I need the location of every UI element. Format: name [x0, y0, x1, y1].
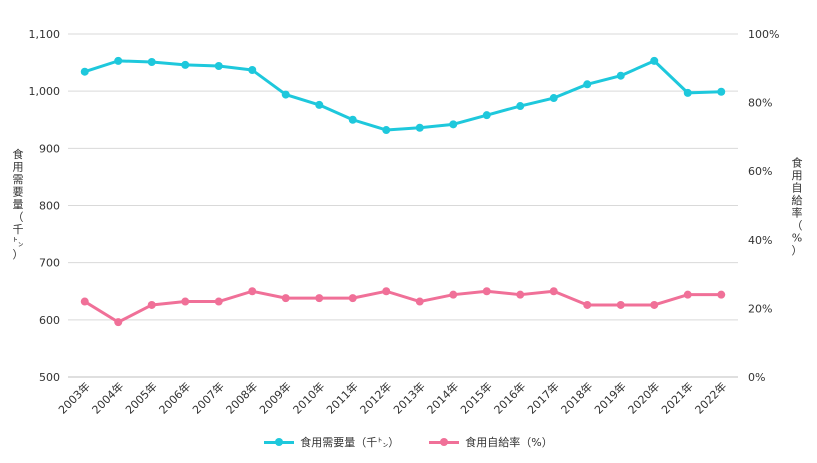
x-tick-label: 2018年 [558, 379, 595, 416]
series-layer [80, 56, 726, 327]
data-point[interactable] [516, 290, 525, 299]
x-tick-label: 2009年 [256, 379, 293, 416]
legend-label-demand: 食用需要量（千㌧） [300, 436, 400, 449]
data-point[interactable] [449, 120, 458, 129]
x-tick-label: 2017年 [524, 379, 561, 416]
x-tick-label: 2007年 [189, 379, 226, 416]
data-point[interactable] [315, 294, 324, 303]
y-right-axis-title: 食用自給率（%） [792, 155, 803, 257]
y-left-axis-title: 食用需要量（千㌧） [13, 147, 24, 261]
data-point[interactable] [616, 300, 625, 309]
y-right-tick-label: 100% [748, 28, 779, 41]
x-tick-label: 2004年 [89, 379, 126, 416]
x-tick-label: 2022年 [692, 379, 729, 416]
data-point[interactable] [248, 287, 257, 296]
x-tick-label: 2021年 [658, 379, 695, 416]
data-point[interactable] [114, 56, 123, 65]
data-point[interactable] [80, 67, 89, 76]
x-tick-label: 2003年 [55, 379, 92, 416]
data-point[interactable] [482, 111, 491, 120]
y-left-tick-label: 700 [39, 257, 60, 270]
data-point[interactable] [549, 94, 558, 103]
y-left-tick-label: 600 [39, 314, 60, 327]
data-point[interactable] [449, 290, 458, 299]
x-tick-label: 2014年 [424, 379, 461, 416]
data-point[interactable] [181, 297, 190, 306]
legend-item-self-sufficiency[interactable]: 食用自給率（%） [429, 434, 553, 450]
data-point[interactable] [549, 287, 558, 296]
data-point[interactable] [382, 287, 391, 296]
data-point[interactable] [616, 71, 625, 80]
data-point[interactable] [717, 290, 726, 299]
data-point[interactable] [114, 318, 123, 327]
legend-swatch-self-sufficiency [429, 437, 460, 447]
data-point[interactable] [348, 294, 357, 303]
y-left-tick-label: 500 [39, 371, 60, 384]
x-axis-ticks: 2003年2004年2005年2006年2007年2008年2009年2010年… [55, 379, 729, 416]
x-tick-label: 2012年 [357, 379, 394, 416]
y-left-tick-label: 900 [39, 142, 60, 155]
data-point[interactable] [516, 102, 525, 111]
data-point[interactable] [382, 126, 391, 135]
data-point[interactable] [147, 58, 156, 67]
y-left-tick-label: 1,000 [29, 85, 61, 98]
data-point[interactable] [583, 80, 592, 89]
data-point[interactable] [181, 60, 190, 69]
data-point[interactable] [214, 297, 223, 306]
x-tick-label: 2006年 [156, 379, 193, 416]
x-tick-label: 2008年 [223, 379, 260, 416]
x-tick-label: 2015年 [457, 379, 494, 416]
series-line [84, 59, 722, 132]
y-right-tick-label: 40% [748, 234, 772, 247]
axis-titles: 食用需要量（千㌧） 食用自給率（%） [13, 147, 803, 261]
data-point[interactable] [348, 115, 357, 124]
data-point[interactable] [683, 88, 692, 97]
y-right-tick-label: 60% [748, 165, 772, 178]
y-left-tick-label: 1,100 [29, 28, 61, 41]
x-tick-label: 2005年 [122, 379, 159, 416]
legend-swatch-demand [264, 437, 295, 447]
gridlines [68, 33, 738, 378]
data-point[interactable] [482, 287, 491, 296]
data-point[interactable] [583, 300, 592, 309]
data-point[interactable] [147, 300, 156, 309]
data-point[interactable] [683, 290, 692, 299]
series-demand [80, 56, 726, 135]
data-point[interactable] [315, 100, 324, 109]
data-point[interactable] [281, 90, 290, 99]
y-left-tick-label: 800 [39, 200, 60, 213]
y-right-tick-label: 80% [748, 97, 772, 110]
x-tick-label: 2010年 [290, 379, 327, 416]
x-tick-label: 2019年 [591, 379, 628, 416]
right-axis-ticks: 0% 20% 40% 60% 80% 100% [748, 28, 779, 384]
data-point[interactable] [415, 297, 424, 306]
data-point[interactable] [650, 300, 659, 309]
data-point[interactable] [214, 62, 223, 71]
data-point[interactable] [717, 87, 726, 96]
data-point[interactable] [281, 294, 290, 303]
series-line [83, 289, 722, 324]
series-self-sufficiency [80, 287, 726, 327]
data-point[interactable] [80, 297, 89, 306]
x-tick-label: 2013年 [390, 379, 427, 416]
y-right-tick-label: 20% [748, 302, 772, 315]
x-tick-label: 2020年 [625, 379, 662, 416]
legend-label-self-sufficiency: 食用自給率（%） [465, 436, 553, 449]
x-tick-label: 2016年 [491, 379, 528, 416]
legend-item-demand[interactable]: 食用需要量（千㌧） [264, 434, 399, 450]
y-right-tick-label: 0% [748, 371, 765, 384]
data-point[interactable] [415, 123, 424, 132]
legend: 食用需要量（千㌧） 食用自給率（%） [0, 431, 817, 453]
data-point[interactable] [248, 66, 257, 75]
data-point[interactable] [650, 56, 659, 65]
x-tick-label: 2011年 [323, 379, 360, 416]
left-axis-ticks: 500 600 700 800 900 1,000 1,100 [29, 28, 61, 384]
